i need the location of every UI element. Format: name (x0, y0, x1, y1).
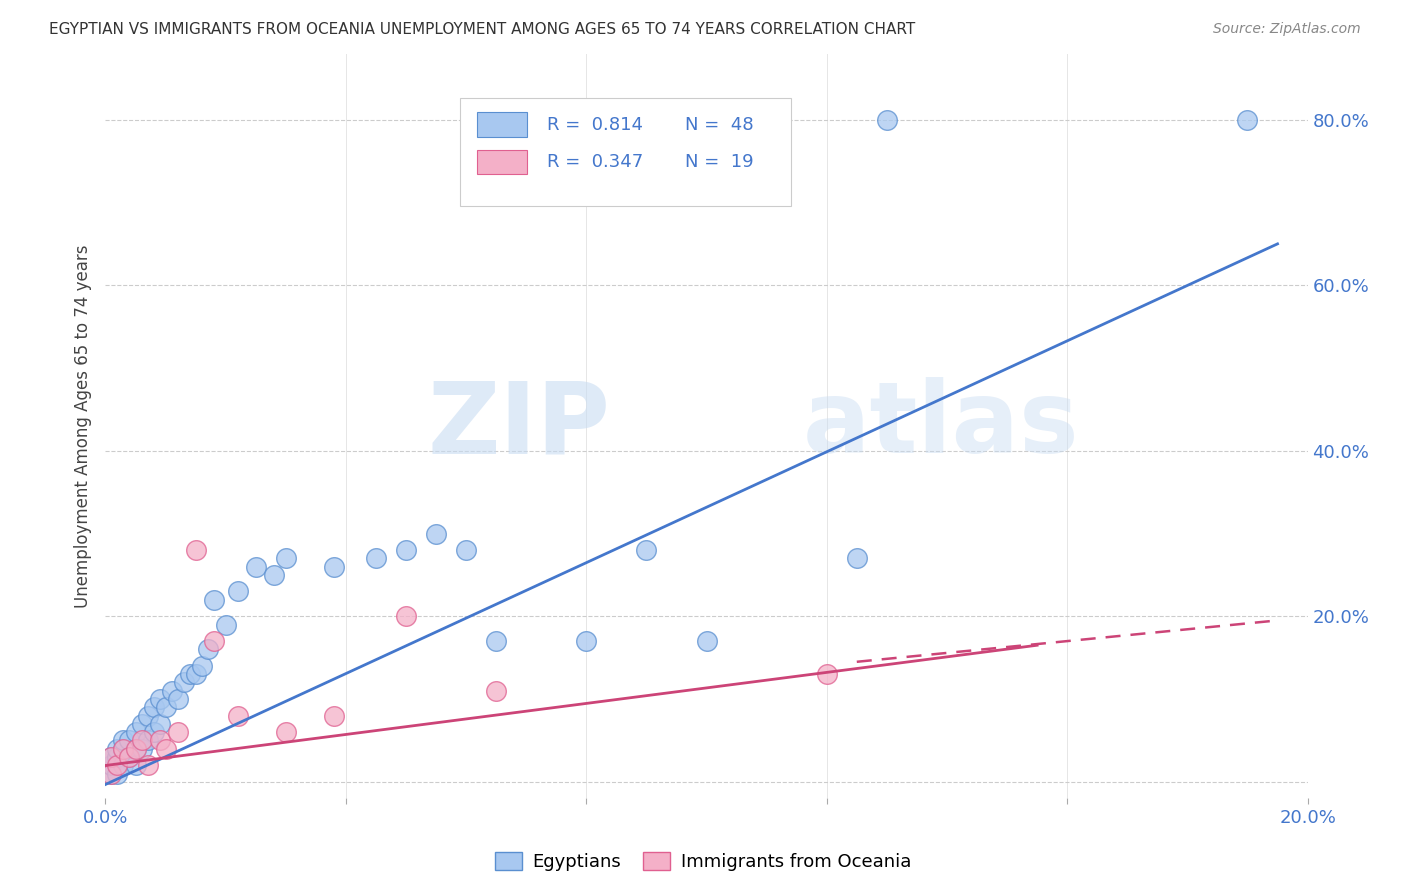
Point (118, 733, 141, 747)
Point (131, 741, 153, 756)
Point (107, 741, 129, 756)
Point (214, 617, 236, 632)
Text: R =  0.814: R = 0.814 (547, 116, 643, 134)
Point (425, 526, 447, 541)
Point (184, 667, 207, 681)
Point (142, 700, 165, 714)
Point (1236, 112, 1258, 127)
Point (142, 725, 165, 739)
Text: Source: ZipAtlas.com: Source: ZipAtlas.com (1213, 22, 1361, 37)
Point (112, 733, 135, 747)
Point (112, 741, 135, 756)
Point (118, 750, 141, 764)
Point (100, 766, 122, 780)
Point (112, 741, 135, 756)
Point (274, 551, 297, 566)
Point (107, 766, 129, 780)
Point (107, 758, 129, 772)
Point (118, 750, 141, 764)
Point (226, 708, 249, 723)
Point (179, 667, 201, 681)
Point (184, 543, 207, 558)
Point (166, 692, 188, 706)
Text: ZIP: ZIP (427, 377, 610, 475)
Point (322, 708, 344, 723)
Point (202, 634, 225, 648)
Point (166, 725, 188, 739)
Point (876, 112, 898, 127)
Point (364, 551, 387, 566)
Point (245, 559, 267, 574)
Point (226, 584, 249, 599)
Legend: Egyptians, Immigrants from Oceania: Egyptians, Immigrants from Oceania (488, 846, 918, 879)
Point (155, 741, 177, 756)
Point (815, 667, 838, 681)
Point (136, 708, 159, 723)
FancyBboxPatch shape (477, 112, 527, 137)
Point (173, 675, 195, 690)
Point (148, 717, 170, 731)
Point (395, 543, 418, 558)
Point (136, 733, 159, 747)
Point (485, 634, 508, 648)
Point (124, 741, 146, 756)
Point (136, 758, 159, 772)
Point (148, 733, 170, 747)
Text: N =  48: N = 48 (685, 116, 754, 134)
Point (107, 750, 129, 764)
Point (148, 692, 170, 706)
Point (485, 683, 508, 698)
Point (112, 758, 135, 772)
FancyBboxPatch shape (460, 98, 790, 206)
Text: R =  0.347: R = 0.347 (547, 153, 643, 171)
Point (845, 551, 868, 566)
FancyBboxPatch shape (477, 150, 527, 174)
Point (124, 758, 146, 772)
Point (131, 717, 153, 731)
Text: N =  19: N = 19 (685, 153, 754, 171)
Point (100, 750, 122, 764)
Point (454, 543, 477, 558)
Point (160, 683, 183, 698)
Point (696, 634, 718, 648)
Point (197, 642, 219, 657)
Point (575, 634, 598, 648)
Text: EGYPTIAN VS IMMIGRANTS FROM OCEANIA UNEMPLOYMENT AMONG AGES 65 TO 74 YEARS CORRE: EGYPTIAN VS IMMIGRANTS FROM OCEANIA UNEM… (49, 22, 915, 37)
Point (124, 741, 146, 756)
Y-axis label: Unemployment Among Ages 65 to 74 years: Unemployment Among Ages 65 to 74 years (73, 244, 91, 607)
Point (636, 543, 658, 558)
Point (263, 568, 285, 582)
Point (155, 700, 177, 714)
Point (322, 559, 344, 574)
Point (100, 750, 122, 764)
Point (395, 609, 418, 624)
Point (274, 725, 297, 739)
Point (131, 733, 153, 747)
Point (100, 758, 122, 772)
Point (202, 592, 225, 607)
Point (100, 766, 122, 780)
Point (124, 725, 146, 739)
Point (190, 659, 212, 673)
Text: atlas: atlas (803, 377, 1080, 475)
